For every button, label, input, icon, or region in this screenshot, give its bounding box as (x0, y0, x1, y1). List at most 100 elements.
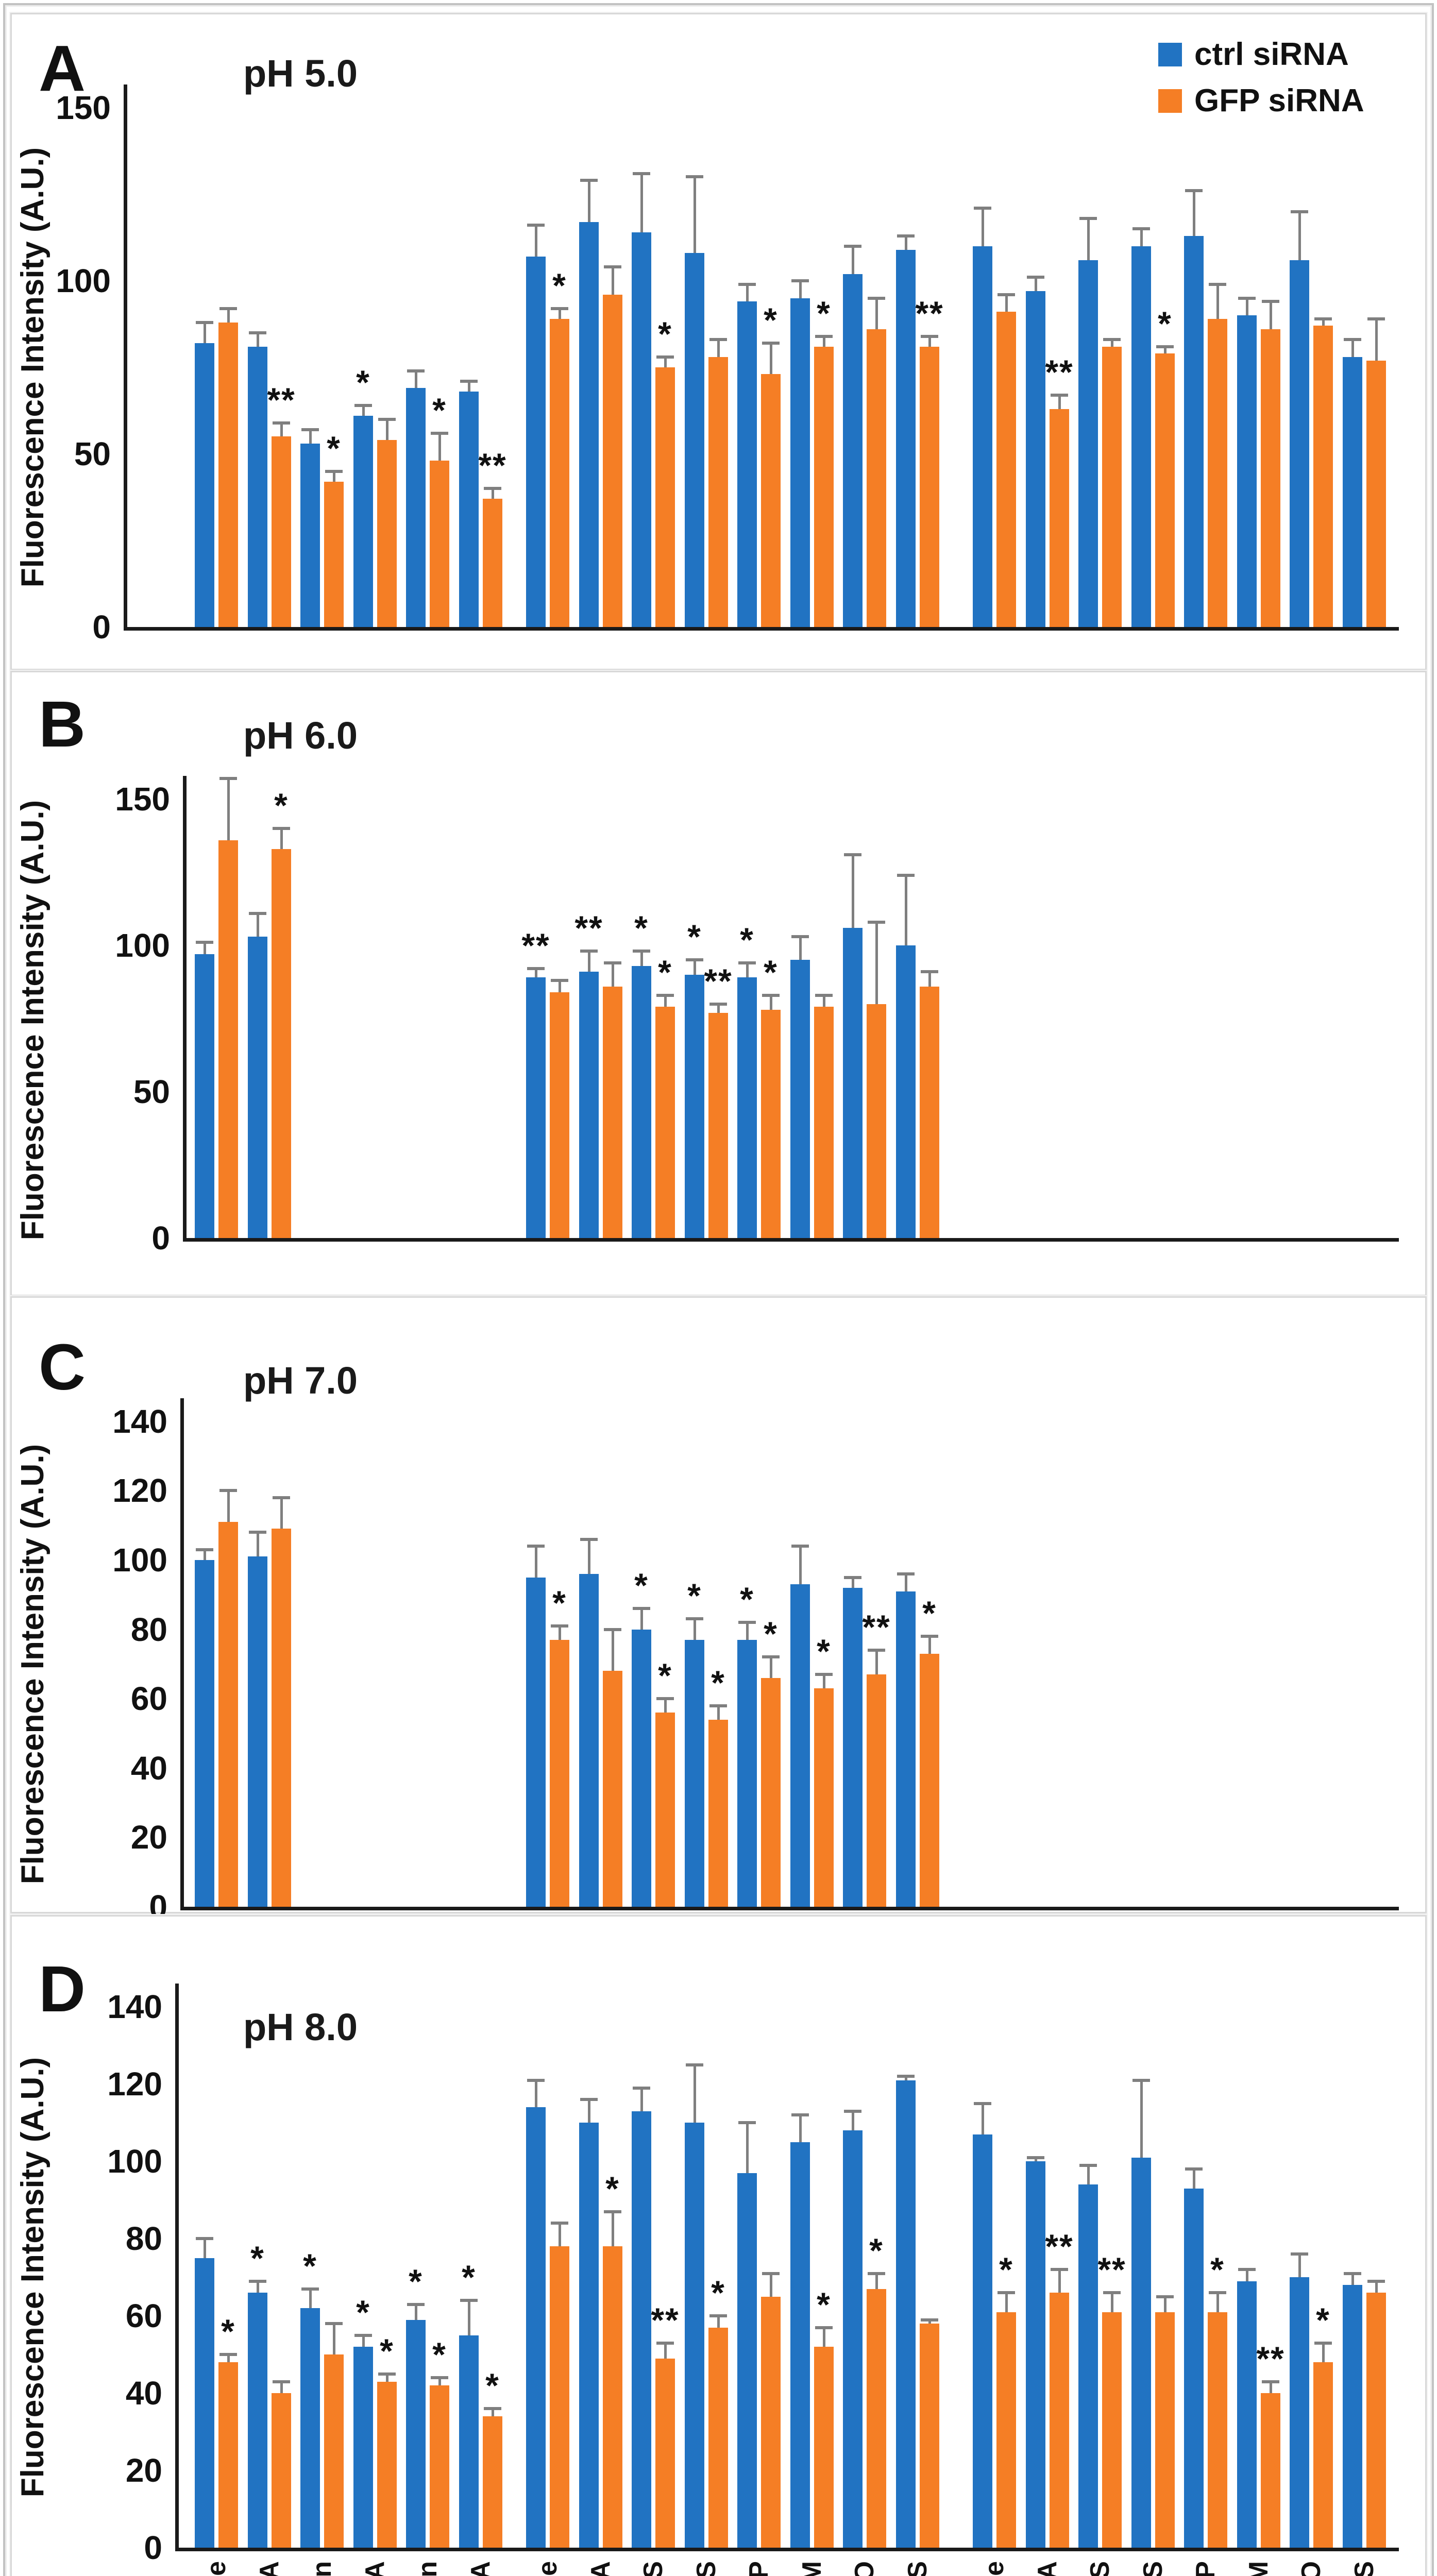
significance-marker: * (922, 1594, 937, 1633)
error-bar-cap (844, 2109, 861, 2113)
significance-marker: * (764, 953, 778, 991)
error-bar-cap (1262, 2380, 1279, 2383)
error-bar-line (904, 875, 907, 945)
ctrl-sirna-bar (632, 2111, 651, 2548)
error-bar-cap (580, 179, 598, 182)
error-bar-cap (1051, 393, 1068, 397)
error-bar-line (534, 225, 537, 257)
gfp-sirna-bar (550, 318, 569, 627)
error-bar-line (438, 2378, 441, 2385)
x-axis-line (180, 1907, 1399, 1910)
ctrl-sirna-bar (1184, 2188, 1204, 2548)
error-bar-line (822, 1674, 825, 1688)
y-axis-line (180, 1398, 184, 1910)
error-bar-cap (844, 244, 861, 248)
error-bar-cap (921, 1635, 938, 1638)
significance-marker: * (1316, 2300, 1330, 2339)
error-bar-line (280, 1497, 283, 1529)
error-bar-cap (897, 2075, 915, 2078)
error-bar-cap (196, 1548, 213, 1551)
error-bar-cap (431, 2376, 448, 2379)
error-bar-cap (738, 1621, 756, 1624)
error-bar-line (875, 1650, 878, 1675)
gfp-sirna-bar (996, 312, 1016, 627)
ctrl-sirna-bar (685, 253, 704, 627)
error-bar-line (664, 357, 667, 367)
gfp-sirna-bar (867, 1674, 886, 1907)
significance-marker: * (658, 314, 672, 353)
error-bar-line (664, 1699, 667, 1713)
error-bar-cap (709, 1704, 727, 1707)
significance-marker: * (817, 2285, 831, 2324)
error-bar-cap (1079, 217, 1097, 221)
significance-marker: * (1210, 2250, 1225, 2289)
error-bar-line (1058, 395, 1061, 409)
error-bar-line (851, 854, 854, 928)
error-bar-line (904, 2076, 907, 2080)
gfp-sirna-bar (550, 2246, 569, 2548)
x-axis-category-label: PA (255, 2561, 284, 2576)
gfp-sirna-bar (814, 1688, 834, 1907)
gfp-sirna-bar (655, 367, 675, 627)
panel-d-ph8: D pH 8.0 Fluorescence Intensity (A.U.) 0… (10, 1915, 1427, 2576)
error-bar-line (587, 1539, 590, 1574)
panel-letter-b: B (39, 688, 86, 760)
gfp-sirna-bar (1155, 2312, 1175, 2548)
error-bar-cap (196, 2237, 213, 2240)
ctrl-sirna-bar (685, 2123, 704, 2548)
error-bar-line (981, 2103, 984, 2134)
error-bar-cap (407, 2302, 425, 2306)
error-bar-cap (686, 958, 703, 962)
significance-marker: ** (1097, 2250, 1126, 2289)
gfp-sirna-bar (1313, 2362, 1333, 2548)
ctrl-sirna-bar (195, 2258, 214, 2548)
error-bar-cap (897, 873, 915, 877)
error-bar-line (1245, 298, 1248, 316)
gfp-sirna-bar (867, 329, 886, 627)
gfp-sirna-bar (814, 1007, 834, 1238)
error-bar-line (227, 778, 230, 840)
gfp-sirna-bar (603, 986, 622, 1238)
gfp-sirna-bar (996, 2312, 1016, 2548)
error-bar-line (467, 2300, 470, 2335)
gfp-sirna-bar (708, 357, 728, 627)
significance-marker: * (869, 2231, 884, 2269)
error-bar-cap (604, 961, 621, 965)
error-bar-line (1375, 318, 1378, 361)
error-bar-cap (378, 2372, 396, 2376)
ctrl-sirna-bar (248, 346, 267, 627)
x-axis-category-label: TSO (850, 2561, 880, 2576)
error-bar-cap (551, 307, 568, 310)
error-bar-cap (551, 1624, 568, 1628)
gfp-sirna-bar (218, 1521, 238, 1907)
significance-marker: * (485, 2366, 500, 2404)
gfp-sirna-bar (218, 840, 238, 1238)
gfp-sirna-bar (1366, 360, 1386, 627)
significance-marker: * (552, 266, 567, 304)
x-axis-category-label: None (533, 2561, 563, 2576)
error-bar-cap (551, 979, 568, 982)
legend-item-gfp-sirna: GFP siRNA (1158, 82, 1364, 119)
x-axis-line (124, 627, 1399, 631)
error-bar-cap (325, 2322, 343, 2325)
y-tick-label: 80 (125, 2220, 162, 2257)
error-bar-cap (921, 334, 938, 338)
y-tick-label: 20 (125, 2452, 162, 2489)
error-bar-line (587, 951, 590, 972)
error-bar-cap (460, 379, 478, 383)
ctrl-sirna-bar (843, 1587, 863, 1907)
error-bar-line (640, 173, 643, 232)
error-bar-cap (762, 1655, 780, 1659)
gfp-sirna-bar (655, 2358, 675, 2548)
error-bar-line (227, 308, 230, 323)
error-bar-cap (1367, 317, 1385, 320)
gfp-sirna-bar (272, 2393, 291, 2548)
error-bar-cap (325, 469, 343, 473)
error-bar-cap (686, 175, 703, 179)
ctrl-sirna-bar (579, 1573, 599, 1907)
significance-marker: * (999, 2250, 1013, 2289)
error-bar-cap (897, 1572, 915, 1575)
gfp-sirna-bar (867, 1004, 886, 1238)
y-tick-label: 40 (125, 2375, 162, 2412)
